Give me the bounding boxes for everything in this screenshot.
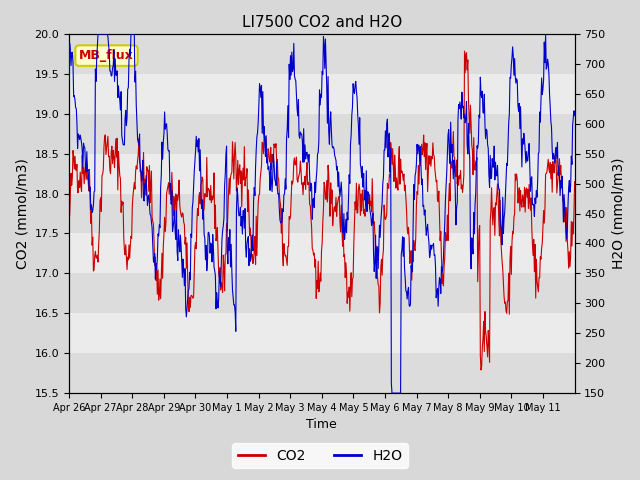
Title: LI7500 CO2 and H2O: LI7500 CO2 and H2O (242, 15, 402, 30)
Bar (69, 34, 575, 74)
Legend: CO2, H2O: CO2, H2O (232, 443, 408, 468)
Bar (69, 353, 575, 393)
Bar (69, 74, 575, 114)
Text: MB_flux: MB_flux (79, 49, 134, 62)
X-axis label: Time: Time (307, 419, 337, 432)
Bar (69, 233, 575, 274)
Bar (69, 154, 575, 193)
Bar (69, 274, 575, 313)
Bar (69, 313, 575, 353)
Y-axis label: CO2 (mmol/m3): CO2 (mmol/m3) (15, 158, 29, 269)
Bar (69, 114, 575, 154)
Y-axis label: H2O (mmol/m3): H2O (mmol/m3) (611, 158, 625, 269)
Bar (69, 193, 575, 233)
